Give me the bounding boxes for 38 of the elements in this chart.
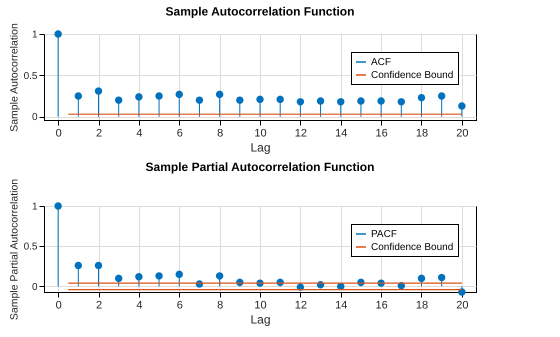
- y-tick-label: 1: [32, 30, 38, 40]
- x-tick-label: 6: [176, 128, 183, 140]
- x-tick-label: 4: [136, 128, 142, 140]
- legend-label: Confidence Bound: [371, 242, 454, 253]
- x-tick-label: 18: [416, 300, 428, 312]
- x-tick-label: 10: [254, 300, 267, 312]
- x-axis-title: Lag: [250, 140, 271, 154]
- legend-label: PACF: [371, 229, 397, 240]
- legend-label: ACF: [371, 57, 391, 68]
- x-tick-label: 14: [335, 128, 348, 140]
- x-tick-label: 2: [96, 300, 102, 312]
- x-tick-label: 4: [136, 300, 142, 312]
- x-tick-label: 20: [456, 300, 468, 312]
- y-tick-label: 0.5: [24, 242, 38, 253]
- x-tick-label: 14: [335, 300, 348, 312]
- x-tick-label: 10: [254, 128, 267, 140]
- x-tick-label: 0: [56, 300, 62, 312]
- x-tick-label: 16: [375, 300, 388, 312]
- y-axis-title: Sample Partial Autocorrelation: [8, 178, 21, 320]
- x-tick-label: 12: [294, 300, 307, 312]
- y-tick-label: 0: [32, 112, 38, 124]
- x-tick-label: 8: [217, 300, 224, 312]
- chart-title: Sample Autocorrelation Function: [166, 4, 354, 18]
- y-tick-label: 0: [32, 282, 38, 293]
- y-axis-title: Sample Autocorrelation: [8, 23, 21, 132]
- x-tick-label: 12: [294, 128, 307, 140]
- y-tick-label: 0.5: [24, 70, 38, 82]
- x-tick-label: 20: [456, 128, 468, 140]
- x-tick-label: 6: [176, 300, 183, 312]
- x-tick-label: 8: [217, 128, 224, 140]
- legend-label: Confidence Bound: [371, 70, 454, 81]
- chart-title: Sample Partial Autocorrelation Function: [146, 160, 374, 174]
- x-axis-title: Lag: [250, 312, 271, 326]
- y-tick-label: 1: [32, 202, 38, 212]
- x-tick-label: 0: [56, 128, 62, 140]
- x-tick-label: 16: [375, 128, 388, 140]
- x-tick-label: 18: [416, 128, 428, 140]
- x-tick-label: 2: [96, 128, 102, 140]
